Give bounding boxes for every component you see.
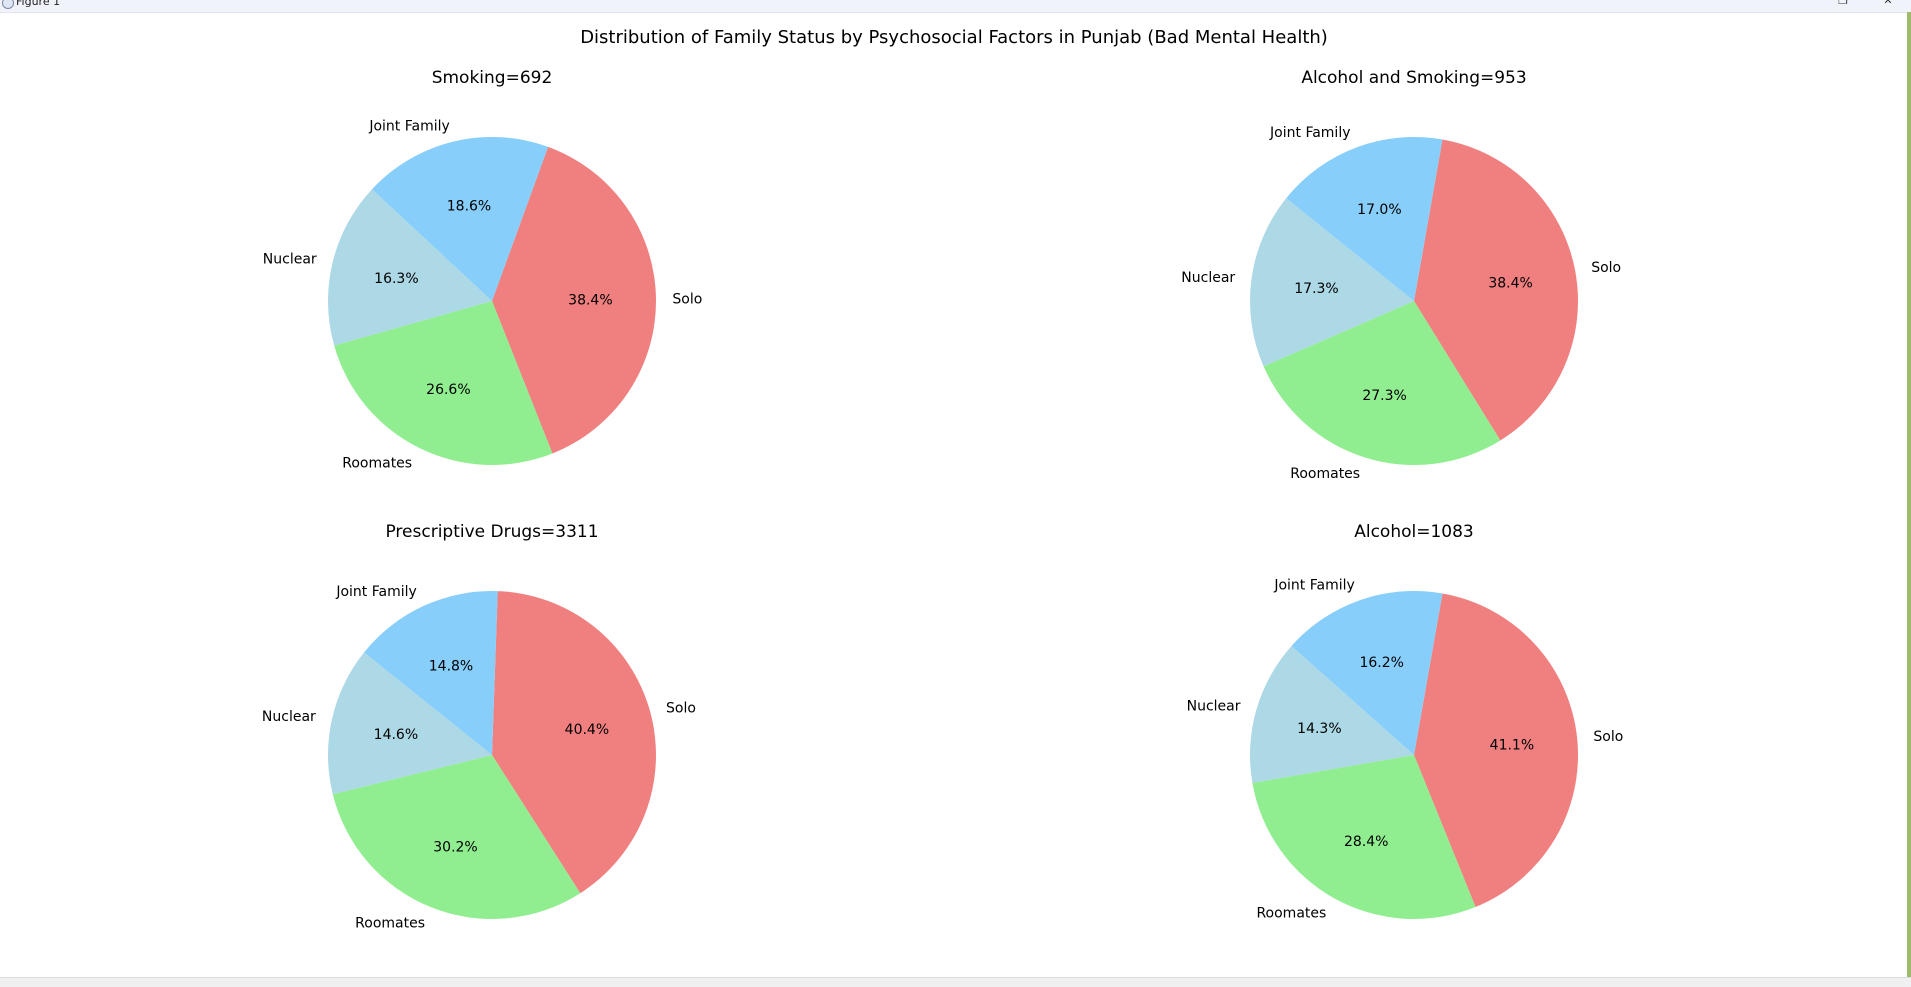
pie-slice-joint-family xyxy=(364,591,498,755)
pie-category-label: Joint Family xyxy=(335,584,416,600)
pie-percent-label: 16.2% xyxy=(1359,655,1403,671)
pie-slice-solo xyxy=(1414,139,1578,441)
pie-slice-solo xyxy=(492,146,656,454)
window-bottom-bar xyxy=(0,977,1911,987)
pie-percent-label: 14.6% xyxy=(374,727,418,743)
pie-slice-roomates xyxy=(1252,755,1476,920)
pie-category-label: Joint Family xyxy=(1269,125,1350,141)
pie-percent-label: 18.6% xyxy=(447,198,491,214)
pie-chart-title: Prescriptive Drugs=3311 xyxy=(385,522,598,542)
pie-slice-joint-family xyxy=(1291,590,1443,755)
pie-charts-figure: Smoking=692 38.4% Solo 26.6% Roomates 16.3% Nu… xyxy=(262,68,1624,932)
pie-percent-label: 16.3% xyxy=(374,271,418,287)
pie-slice-joint-family xyxy=(1286,136,1443,301)
figure-app-icon xyxy=(2,0,14,9)
pie-slice-roomates xyxy=(1263,301,1501,465)
figure-title: Distribution of Family Status by Psychos… xyxy=(580,27,1328,48)
pie-category-label: Solo xyxy=(1593,729,1623,745)
pie-chart-4: Alcohol=1083 41.1% Solo 28.4% Roomates 14.3% N… xyxy=(1187,522,1624,922)
pie-percent-label: 41.1% xyxy=(1490,738,1534,754)
pie-slice-nuclear xyxy=(1250,198,1414,367)
pie-category-label: Roomates xyxy=(1256,906,1326,922)
pie-category-label: Nuclear xyxy=(1181,270,1235,286)
pie-chart-2: Alcohol and Smoking=953 38.4% Solo 27.3% Roo… xyxy=(1181,68,1621,482)
close-icon[interactable]: ✕ xyxy=(1883,0,1893,7)
pie-chart-title: Alcohol and Smoking=953 xyxy=(1301,68,1526,88)
pie-slice-roomates xyxy=(332,755,581,919)
pie-slice-joint-family xyxy=(372,137,549,301)
pie-category-label: Solo xyxy=(672,291,702,307)
pie-percent-label: 14.8% xyxy=(429,659,473,675)
pie-percent-label: 17.3% xyxy=(1294,281,1338,297)
pie-percent-label: 38.4% xyxy=(568,293,612,309)
pie-category-label: Joint Family xyxy=(1273,578,1354,594)
pie-chart-title: Smoking=692 xyxy=(432,68,553,88)
pie-slice-nuclear xyxy=(328,652,492,795)
pie-slice-solo xyxy=(1414,593,1579,908)
pie-category-label: Nuclear xyxy=(262,709,316,725)
pie-slice-nuclear xyxy=(328,189,492,346)
pie-chart-1: Smoking=692 38.4% Solo 26.6% Roomates 16.3% Nu… xyxy=(263,68,703,472)
pie-percent-label: 26.6% xyxy=(426,382,470,398)
window-edge-accent xyxy=(1907,12,1911,977)
pie-percent-label: 40.4% xyxy=(565,722,609,738)
pie-category-label: Nuclear xyxy=(263,252,317,268)
pie-category-label: Solo xyxy=(1591,260,1621,276)
pie-category-label: Solo xyxy=(666,701,696,717)
pie-category-label: Roomates xyxy=(355,916,425,932)
pie-category-label: Roomates xyxy=(342,456,412,472)
pie-category-label: Roomates xyxy=(1290,466,1360,482)
maximize-icon[interactable]: ❐ xyxy=(1838,0,1848,7)
pie-category-label: Nuclear xyxy=(1187,699,1241,715)
window-titlebar: Figure 1 ❐ ✕ xyxy=(0,0,1911,13)
pie-chart-3: Prescriptive Drugs=3311 40.4% Solo 30.2% Roo… xyxy=(262,522,696,932)
pie-slice-solo xyxy=(492,591,656,894)
window-title: Figure 1 xyxy=(16,0,61,8)
pie-slice-nuclear xyxy=(1249,645,1414,783)
pie-percent-label: 14.3% xyxy=(1297,721,1341,737)
pie-percent-label: 38.4% xyxy=(1488,275,1532,291)
pie-category-label: Joint Family xyxy=(368,119,449,135)
pie-slice-roomates xyxy=(334,301,553,465)
pie-percent-label: 27.3% xyxy=(1362,388,1406,404)
pie-percent-label: 30.2% xyxy=(433,839,477,855)
pie-chart-title: Alcohol=1083 xyxy=(1354,522,1474,542)
pie-percent-label: 17.0% xyxy=(1357,202,1401,218)
pie-percent-label: 28.4% xyxy=(1344,834,1388,850)
